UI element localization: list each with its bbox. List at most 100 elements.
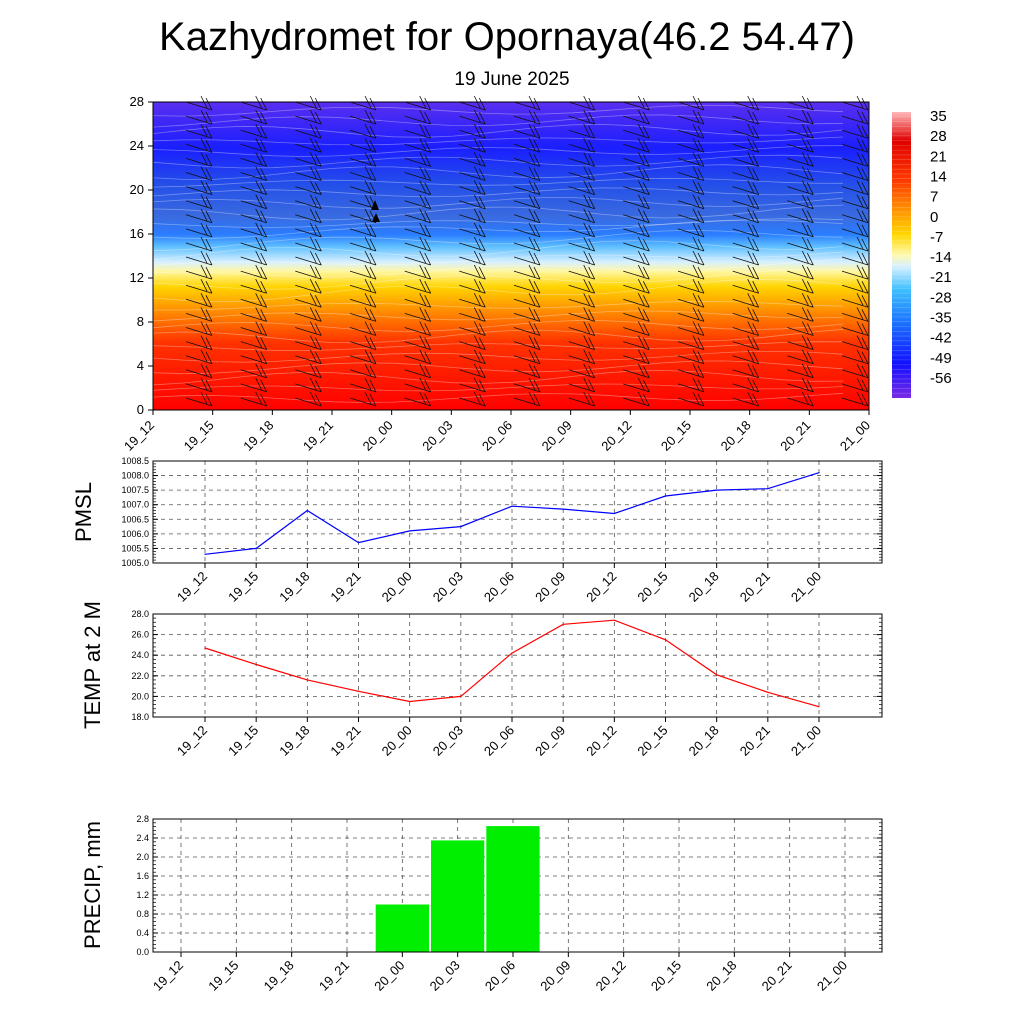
wind-barb [732, 250, 760, 266]
x-tick-label: 20_06 [481, 723, 517, 759]
wind-barb [295, 307, 322, 322]
wind-barb [240, 264, 268, 280]
colorbar-label: 21 [930, 148, 947, 165]
wind-barb [841, 138, 869, 153]
series-point [562, 623, 564, 625]
wind-barb [841, 250, 869, 266]
series-point [716, 674, 718, 676]
wind-barb [185, 307, 213, 322]
y-axis-title: PRECIP, mm [80, 821, 105, 949]
wind-barb [513, 222, 541, 238]
wind-barb [841, 180, 869, 195]
y-tick-label: 1008.5 [121, 456, 149, 466]
wind-barb [732, 124, 760, 139]
wind-barb [295, 391, 322, 407]
series-point [511, 652, 513, 654]
wind-barb [513, 264, 541, 280]
y-tick-label: 0.0 [136, 947, 149, 957]
wind-barb [732, 264, 760, 280]
series-point [562, 508, 564, 510]
wind-barb [240, 391, 268, 407]
wind-barb [841, 377, 869, 393]
y-tick-label: 20.0 [131, 691, 149, 701]
wind-barb [732, 377, 760, 393]
wind-barb [185, 377, 213, 393]
contour-line [152, 204, 844, 221]
wind-barb [349, 391, 377, 407]
wind-barb [240, 138, 268, 153]
x-tick-label: 19_18 [276, 569, 312, 605]
series-point [255, 547, 257, 550]
x-tick-label: 20_00 [379, 723, 415, 759]
y-tick-label: 4 [137, 358, 144, 373]
y-tick-label: 24.0 [131, 650, 149, 660]
x-tick-label: 19_15 [225, 569, 261, 605]
contour-line [152, 392, 844, 403]
wind-barb [677, 236, 705, 252]
colorbar-label: -56 [930, 370, 952, 387]
y-tick-label: 1.2 [136, 890, 149, 900]
wind-barb [240, 321, 268, 336]
x-tick-label: 19_12 [174, 723, 210, 759]
wind-barb [568, 152, 596, 167]
wind-barb [568, 208, 596, 224]
series-point [613, 512, 615, 515]
x-tick-label: 20_03 [427, 958, 463, 994]
wind-barb [568, 222, 596, 238]
series-point [767, 691, 769, 693]
wind-barb [677, 124, 705, 139]
x-tick-label: 20_18 [686, 723, 722, 759]
wind-barb [732, 279, 760, 294]
colorbar-label: 14 [930, 168, 947, 185]
wind-barb [513, 293, 541, 308]
series-point [357, 542, 360, 544]
wind-barb [404, 293, 432, 308]
wind-barb [459, 166, 486, 181]
wind-barb [349, 222, 377, 238]
series-point [664, 495, 667, 497]
contour-line [152, 187, 844, 198]
wind-barb [404, 109, 432, 125]
series-point [460, 525, 462, 528]
wind-barb [732, 363, 760, 379]
wind-barb [513, 208, 541, 224]
wind-barb [568, 307, 596, 322]
colorbar-label: 7 [930, 189, 938, 206]
contour-line [152, 328, 844, 344]
wind-barb [623, 208, 650, 224]
contour-line [152, 219, 844, 239]
wind-barb [623, 236, 650, 252]
wind-barb [295, 279, 322, 294]
wind-barb [623, 321, 650, 336]
wind-barb [623, 194, 650, 210]
wind-barb [185, 250, 213, 266]
wind-barb [677, 335, 705, 350]
wind-barb [185, 194, 213, 210]
wind-barb [513, 109, 541, 125]
colorbar-label: -7 [930, 229, 943, 246]
wind-barb [841, 109, 869, 125]
wind-barb [677, 391, 705, 407]
wind-barb [240, 124, 268, 139]
x-tick-label: 20_06 [479, 418, 515, 454]
x-tick-label: 20_00 [360, 418, 396, 454]
wind-barb [568, 138, 596, 153]
x-tick-label: 19_15 [181, 418, 217, 454]
wind-barb [513, 349, 541, 365]
wind-barb [841, 194, 869, 210]
x-tick-label: 20_03 [419, 418, 455, 454]
wind-barb [513, 180, 541, 195]
wind-barb [732, 236, 760, 252]
series-point [306, 509, 308, 512]
wind-barb [841, 208, 869, 224]
wind-barb [185, 279, 213, 294]
wind-barb [568, 166, 596, 181]
wind-barb [732, 208, 760, 224]
x-tick-label: 19_21 [327, 569, 363, 605]
wind-barb [787, 138, 814, 153]
precip-bar [431, 840, 485, 952]
wind-barb [568, 250, 596, 266]
wind-barb [677, 377, 705, 393]
wind-barb [295, 293, 322, 308]
wind-barb [240, 279, 268, 294]
